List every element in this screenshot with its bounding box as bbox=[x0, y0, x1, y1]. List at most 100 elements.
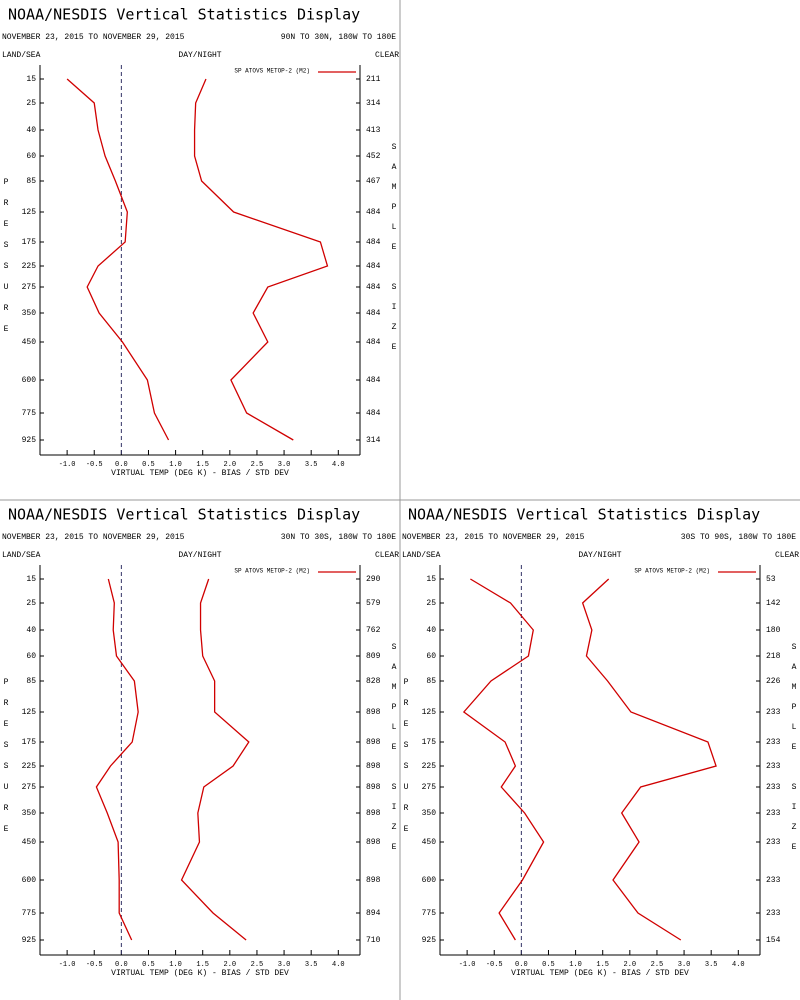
x-tick-label: 2.5 bbox=[251, 961, 264, 969]
sample-size-label: 142 bbox=[766, 599, 781, 608]
y-tick-label: 125 bbox=[22, 208, 37, 217]
x-tick-label: 0.5 bbox=[142, 461, 155, 469]
sample-size-label: 467 bbox=[366, 177, 381, 186]
sample-size-label: 211 bbox=[366, 75, 381, 84]
y-tick-label: 350 bbox=[422, 809, 437, 818]
sample-size-label: 180 bbox=[766, 626, 781, 635]
x-tick-label: -1.0 bbox=[59, 961, 76, 969]
subtitle: NOVEMBER 23, 2015 TO NOVEMBER 29, 2015 bbox=[2, 533, 185, 542]
legend-label: SP ATOVS METOP-2 (M2) bbox=[634, 568, 710, 575]
x-tick-label: 3.5 bbox=[305, 461, 318, 469]
sample-size-label: 898 bbox=[366, 783, 381, 792]
x-tick-label: -1.0 bbox=[459, 961, 476, 969]
x-tick-label: 4.0 bbox=[332, 961, 345, 969]
sample-size-label: 484 bbox=[366, 262, 381, 271]
std_dev-line bbox=[581, 578, 717, 941]
sample-size-label: 314 bbox=[366, 436, 381, 445]
x-tick-label: 1.5 bbox=[196, 461, 209, 469]
bias-line bbox=[462, 578, 545, 941]
y-tick-label: 600 bbox=[22, 876, 37, 885]
subtitle: NOVEMBER 23, 2015 TO NOVEMBER 29, 2015 bbox=[402, 533, 585, 542]
y-tick-label: 175 bbox=[22, 738, 37, 747]
y-tick-label: 25 bbox=[26, 99, 36, 108]
sample-size-label: 233 bbox=[766, 909, 781, 918]
y-tick-label: 175 bbox=[422, 738, 437, 747]
y-tick-label: 925 bbox=[22, 436, 37, 445]
x-tick-label: -0.5 bbox=[486, 961, 503, 969]
std_dev-line bbox=[193, 78, 329, 441]
day-night: DAY/NIGHT bbox=[578, 551, 621, 560]
y-tick-label: 125 bbox=[422, 708, 437, 717]
x-tick-label: 3.0 bbox=[278, 961, 291, 969]
sample-size-label: 484 bbox=[366, 376, 381, 385]
sample-size-label: 898 bbox=[366, 876, 381, 885]
x-tick-label: 1.5 bbox=[196, 961, 209, 969]
y-tick-label: 275 bbox=[22, 783, 37, 792]
y-tick-label: 175 bbox=[22, 238, 37, 247]
sample-size-label: 233 bbox=[766, 838, 781, 847]
sample-size-label: 484 bbox=[366, 208, 381, 217]
sample-size-label: 809 bbox=[366, 652, 381, 661]
sample-size-label: 484 bbox=[366, 238, 381, 247]
land-sea: LAND/SEA bbox=[2, 51, 41, 60]
bias-line bbox=[95, 578, 139, 941]
bias-line bbox=[66, 78, 170, 441]
sample-size-label: 898 bbox=[366, 838, 381, 847]
sample-size-label: 218 bbox=[766, 652, 781, 661]
sample-size-label: 233 bbox=[766, 783, 781, 792]
x-tick-label: 0.0 bbox=[515, 961, 528, 969]
y-tick-label: 60 bbox=[426, 652, 436, 661]
day-night: DAY/NIGHT bbox=[178, 51, 221, 60]
x-tick-label: 1.5 bbox=[596, 961, 609, 969]
sample-size-label: 233 bbox=[766, 762, 781, 771]
sample-size-label: 484 bbox=[366, 338, 381, 347]
x-tick-label: 2.0 bbox=[224, 461, 237, 469]
x-tick-label: 2.0 bbox=[624, 961, 637, 969]
x-tick-label: 4.0 bbox=[332, 461, 345, 469]
y-tick-label: 600 bbox=[22, 376, 37, 385]
region: 90N TO 30N, 180W TO 180E bbox=[281, 33, 396, 42]
chart-title: NOAA/NESDIS Vertical Statistics Display bbox=[8, 6, 360, 24]
region: 30N TO 30S, 180W TO 180E bbox=[281, 533, 396, 542]
x-tick-label: -0.5 bbox=[86, 961, 103, 969]
clear: CLEAR bbox=[375, 51, 399, 60]
chart-title: NOAA/NESDIS Vertical Statistics Display bbox=[8, 506, 360, 524]
x-tick-label: 0.5 bbox=[142, 961, 155, 969]
y-tick-label: 85 bbox=[426, 677, 436, 686]
y-tick-label: 450 bbox=[22, 838, 37, 847]
y-tick-label: 60 bbox=[26, 652, 36, 661]
y-tick-label: 60 bbox=[26, 152, 36, 161]
sample-size-label: 484 bbox=[366, 409, 381, 418]
y-tick-label: 25 bbox=[426, 599, 436, 608]
sample-size-label: 898 bbox=[366, 708, 381, 717]
y-tick-label: 85 bbox=[26, 177, 36, 186]
x-tick-label: 4.0 bbox=[732, 961, 745, 969]
land-sea: LAND/SEA bbox=[402, 551, 441, 560]
sample-size-label: 226 bbox=[766, 677, 781, 686]
panel: NOAA/NESDIS Vertical Statistics Display N… bbox=[2, 6, 399, 479]
y-tick-label: 775 bbox=[22, 409, 37, 418]
x-tick-label: -0.5 bbox=[86, 461, 103, 469]
x-tick-label: 1.0 bbox=[169, 961, 182, 969]
y-tick-label: 450 bbox=[22, 338, 37, 347]
sample-size-label: 898 bbox=[366, 738, 381, 747]
clear: CLEAR bbox=[775, 551, 799, 560]
x-tick-label: 0.0 bbox=[115, 961, 128, 969]
sample-size-label: 233 bbox=[766, 738, 781, 747]
y-tick-label: 775 bbox=[422, 909, 437, 918]
legend-label: SP ATOVS METOP-2 (M2) bbox=[234, 68, 310, 75]
x-axis-label: VIRTUAL TEMP (DEG K) - BIAS / STD DEV bbox=[111, 469, 289, 478]
x-tick-label: 1.0 bbox=[169, 461, 182, 469]
y-tick-label: 225 bbox=[22, 262, 37, 271]
y-tick-label: 15 bbox=[26, 575, 36, 584]
sample-size-label: 898 bbox=[366, 809, 381, 818]
y-tick-label: 125 bbox=[22, 708, 37, 717]
region: 30S TO 90S, 180W TO 180E bbox=[681, 533, 796, 542]
panel: NOAA/NESDIS Vertical Statistics Display N… bbox=[2, 506, 399, 979]
sample-size-label: 894 bbox=[366, 909, 381, 918]
day-night: DAY/NIGHT bbox=[178, 551, 221, 560]
